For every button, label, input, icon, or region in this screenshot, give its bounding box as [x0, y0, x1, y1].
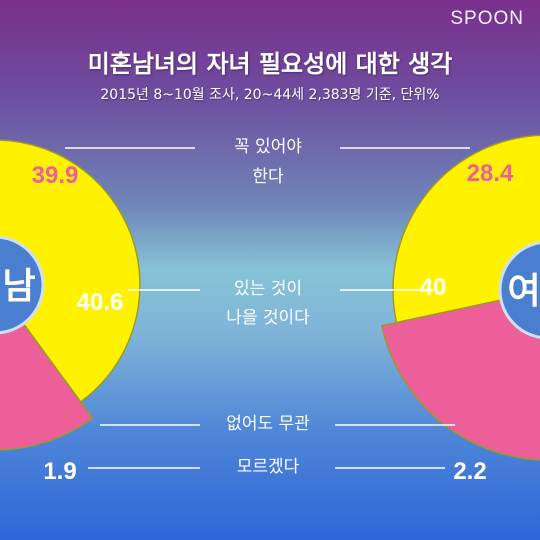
value-female-not-needed: 29.5: [454, 387, 501, 414]
category-label-dont-know: 모르겠다: [237, 457, 300, 477]
value-male-better-to-have: 40.6: [77, 289, 124, 316]
value-female-must-have: 28.4: [467, 160, 514, 187]
category-label-must-have: 꼭 있어야 한다: [234, 137, 302, 187]
spoon-logo: SPOON: [450, 8, 524, 29]
chart-subtitle: 2015년 8~10월 조사, 20~44세 2,383명 기준, 단위%: [100, 87, 440, 103]
male-center-circle: [0, 235, 45, 335]
value-male-not-needed: 17.5: [15, 397, 62, 424]
female-center-circle: [498, 241, 540, 339]
chart-title: 미혼남녀의 자녀 필요성에 대한 생각: [87, 50, 453, 78]
male-label: 남: [2, 266, 35, 307]
female-label: 여: [507, 271, 540, 312]
category-label-not-needed: 없어도 무관: [226, 414, 310, 434]
value-female-better-to-have: 40: [420, 274, 447, 301]
category-label-better-to-have: 있는 것이 나을 것이다: [226, 279, 310, 328]
value-male-must-have: 39.9: [32, 162, 79, 189]
value-female-dont-know: 2.2: [453, 458, 486, 485]
value-male-dont-know: 1.9: [43, 458, 76, 485]
slice-male-better-to-have: [0, 322, 94, 451]
